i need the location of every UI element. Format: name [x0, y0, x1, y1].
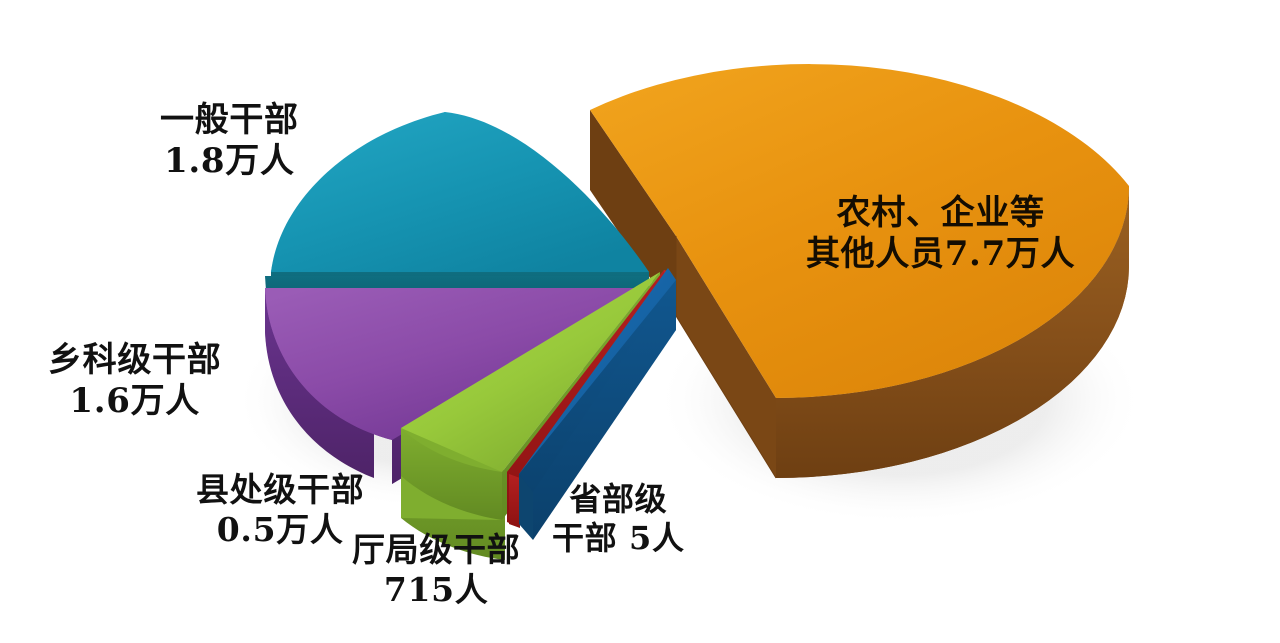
- slice-label-township-cadre-value: 1.6万人: [69, 381, 200, 422]
- slice-label-bureau-cadre-name: 厅局级干部: [352, 530, 521, 569]
- slice-label-provincial-cadre-name: 省部级: [569, 480, 668, 518]
- slice-label-township-cadre-name: 乡科级干部: [48, 340, 222, 380]
- slice-label-general-cadre-name: 一般干部: [160, 100, 299, 140]
- slice-label-bureau-cadre: 厅局级干部 715人: [352, 530, 520, 611]
- slice-label-other-personnel-name: 农村、企业等: [836, 193, 1045, 233]
- slice-label-other-personnel: 农村、企业等 其他人员7.7万人: [806, 193, 1075, 276]
- slice-label-county-cadre-value: 0.5万人: [216, 510, 344, 550]
- slice-label-other-personnel-value: 其他人员7.7万人: [806, 234, 1076, 275]
- pie-slice-provincial-cadre: [519, 268, 676, 540]
- slice-label-county-cadre-name: 县处级干部: [196, 470, 365, 509]
- slice-label-general-cadre-value: 1.8万人: [164, 141, 295, 182]
- slice-label-general-cadre: 一般干部 1.8万人: [160, 100, 299, 183]
- slice-label-township-cadre: 乡科级干部 1.6万人: [48, 340, 221, 423]
- slice-label-bureau-cadre-value: 715人: [383, 570, 489, 610]
- slice-label-county-cadre: 县处级干部 0.5万人: [196, 470, 364, 551]
- slice-label-provincial-cadre: 省部级 干部 5人: [552, 480, 685, 558]
- slice-label-provincial-cadre-value: 干部 5人: [552, 519, 685, 558]
- pie-slice-other-personnel: [590, 64, 1129, 479]
